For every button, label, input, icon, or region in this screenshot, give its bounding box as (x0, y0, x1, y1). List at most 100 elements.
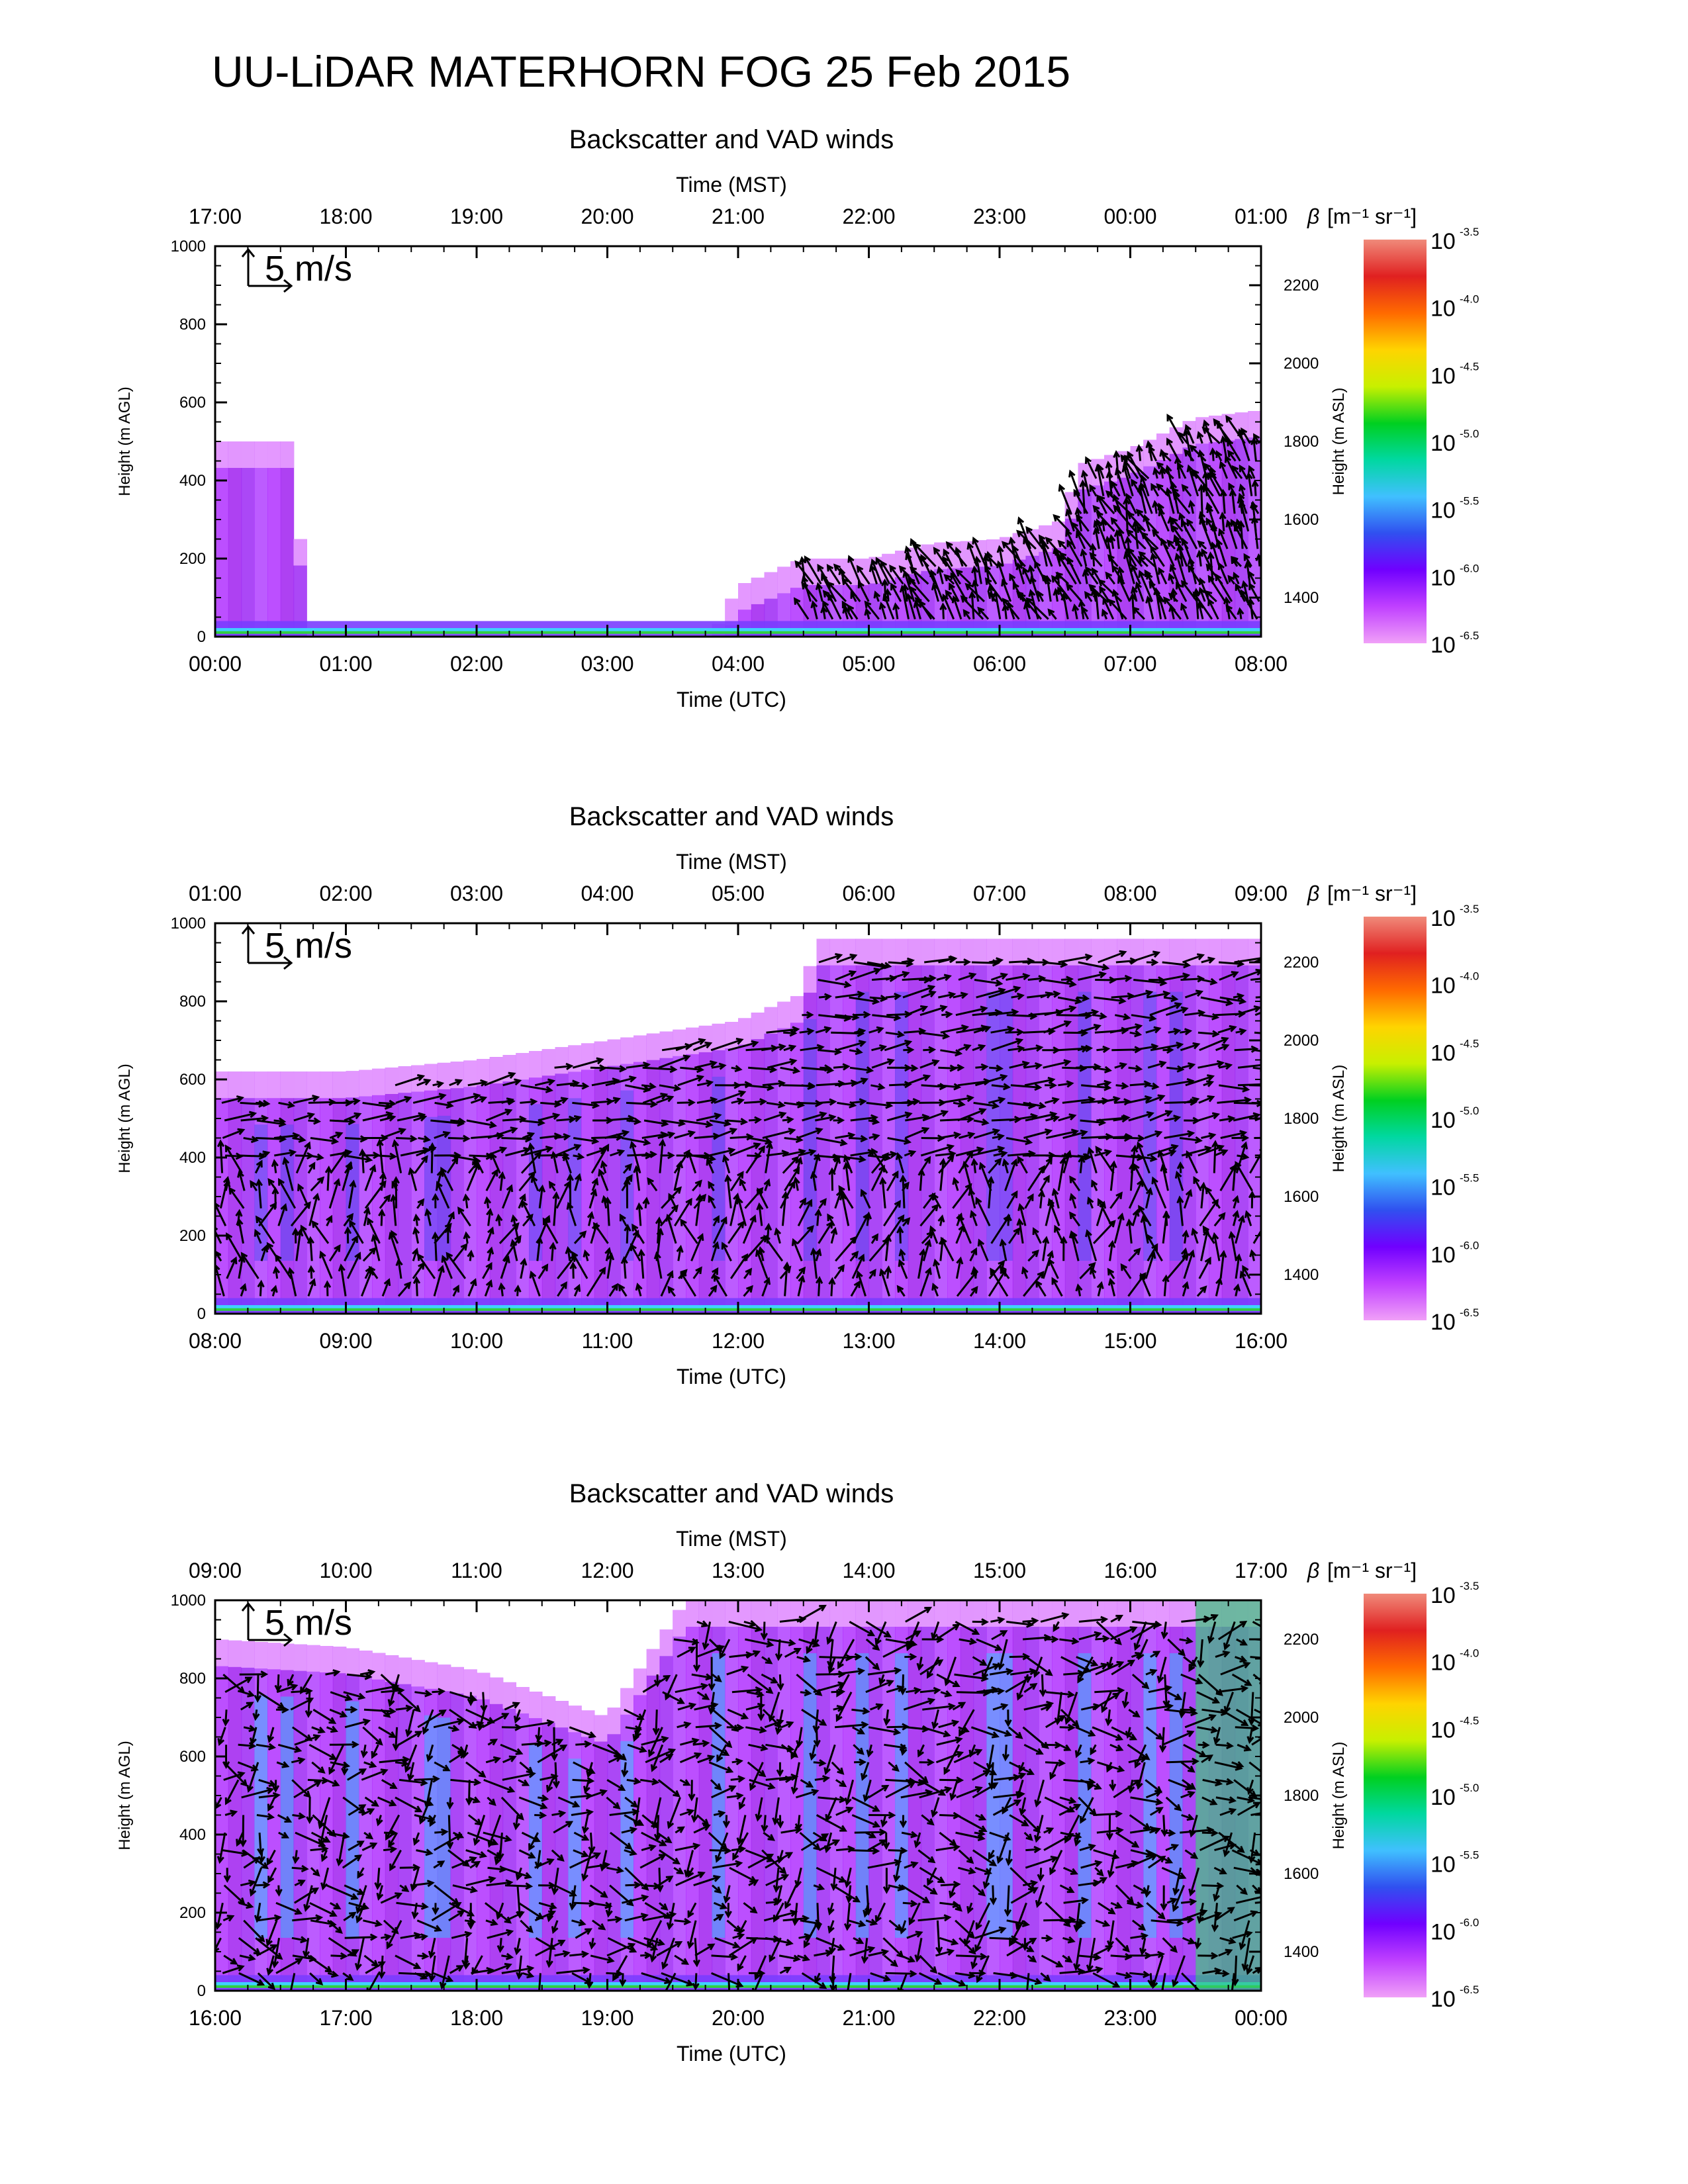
wind-arrow (952, 1902, 962, 1912)
wind-arrow (397, 1281, 412, 1297)
backscatter-cell (895, 938, 909, 966)
x-tick-label: 23:00 (1103, 2006, 1156, 2030)
backscatter-cell (738, 1600, 752, 1627)
wind-arrow (546, 1902, 554, 1923)
wind-arrow (243, 1725, 257, 1733)
wind-arrow (265, 1920, 278, 1947)
wind-arrow (554, 1133, 571, 1141)
wind-arrow (474, 1156, 484, 1174)
wind-arrow (724, 1174, 732, 1208)
wind-arrow (972, 1044, 986, 1052)
wind-arrow (1109, 1743, 1124, 1752)
wind-arrow (927, 1867, 937, 1886)
colorbar-tick-exponent: -3.5 (1460, 226, 1479, 238)
wind-arrow (1089, 1266, 1097, 1279)
wind-arrow (728, 1620, 763, 1633)
wind-arrow (1133, 1163, 1149, 1191)
wind-arrow (287, 1674, 295, 1687)
wind-arrow (845, 1885, 853, 1904)
wind-arrow (778, 1775, 793, 1784)
wind-arrow (970, 1146, 1006, 1157)
wind-arrow (887, 1137, 912, 1145)
y2-tick-label: 2200 (1284, 277, 1319, 295)
wind-arrow (745, 1650, 761, 1658)
wind-arrow (470, 1095, 488, 1104)
wind-arrow (1043, 1020, 1072, 1034)
wind-arrow (709, 1119, 732, 1127)
wind-arrow (1105, 1709, 1113, 1727)
wind-arrow (309, 1972, 324, 1985)
wind-arrow (988, 1687, 1006, 1696)
wind-arrow (1157, 1150, 1168, 1174)
wind-arrow (849, 1847, 880, 1855)
wind-arrow (359, 1148, 367, 1173)
wind-arrow (275, 1901, 303, 1915)
wind-arrow (1207, 1621, 1217, 1644)
wind-arrow (990, 1616, 1006, 1624)
wind-arrow (344, 1235, 358, 1261)
wind-arrow (530, 1175, 539, 1191)
wind-arrow (447, 1093, 481, 1104)
wind-arrow (763, 1178, 771, 1191)
wind-arrow (863, 1780, 872, 1803)
wind-arrow (1051, 1277, 1063, 1297)
wind-arrow (942, 555, 962, 585)
backscatter-cell (1235, 938, 1248, 966)
wind-arrow (837, 1639, 855, 1670)
wind-arrow (952, 1177, 960, 1191)
wind-arrow (884, 588, 892, 602)
backscatter-cell (751, 1600, 765, 1991)
wind-arrow (991, 1038, 1024, 1052)
wind-arrow (399, 1970, 432, 1978)
wind-arrow (500, 1796, 524, 1821)
wind-arrow (865, 1638, 880, 1651)
wind-arrow (439, 1955, 450, 1990)
wind-arrow (748, 1116, 763, 1124)
wind-arrow (554, 1062, 574, 1071)
x-tick-label: 16:00 (1235, 1329, 1288, 1353)
wind-arrow (901, 957, 915, 965)
wind-arrow (834, 1721, 869, 1729)
wind-arrow (865, 1919, 878, 1926)
wind-arrow (931, 1621, 940, 1641)
backscatter-cell (1130, 1600, 1144, 1991)
wind-arrow (677, 1647, 696, 1658)
wind-arrow (664, 1674, 678, 1701)
x-tick-label: 01:00 (319, 652, 372, 676)
scale-arrow-label: 5 m/s (265, 1603, 352, 1643)
wind-arrow (1234, 1045, 1259, 1053)
wind-arrow (432, 1080, 445, 1088)
backscatter-cell (489, 1057, 504, 1084)
colorbar (1364, 1594, 1427, 1997)
wind-arrow (1249, 1796, 1261, 1800)
colorbar-tick-exponent: -5.0 (1460, 428, 1479, 440)
wind-arrow (1066, 556, 1082, 585)
wind-arrow (814, 1903, 822, 1931)
backscatter-cell (607, 1039, 621, 1314)
wind-arrow (1125, 1218, 1133, 1244)
wind-arrow (996, 1832, 1010, 1864)
wind-arrow (816, 1275, 823, 1297)
wind-arrow (1189, 1815, 1198, 1838)
wind-arrow (850, 1280, 861, 1297)
backscatter-cell (346, 1071, 359, 1098)
wind-arrow (569, 1852, 602, 1869)
backscatter-cell (594, 1041, 608, 1314)
colorbar-tick-exponent: -6.5 (1460, 1983, 1479, 1996)
wind-arrow (254, 1674, 261, 1703)
wind-arrow (854, 1828, 887, 1837)
wind-arrow (1008, 1227, 1021, 1244)
wind-arrow (660, 1270, 674, 1297)
y-tick-label: 400 (179, 1149, 206, 1167)
wind-arrow (1017, 1156, 1028, 1174)
wind-arrow (240, 1115, 269, 1122)
wind-arrow (1180, 1673, 1203, 1685)
wind-arrow (904, 1150, 917, 1158)
wind-arrow (305, 1692, 312, 1718)
wind-arrow (1131, 1673, 1150, 1690)
wind-arrow (1219, 996, 1247, 1005)
wind-arrow (1009, 1653, 1031, 1661)
wind-arrow (674, 1197, 692, 1227)
wind-arrow (651, 1797, 662, 1829)
